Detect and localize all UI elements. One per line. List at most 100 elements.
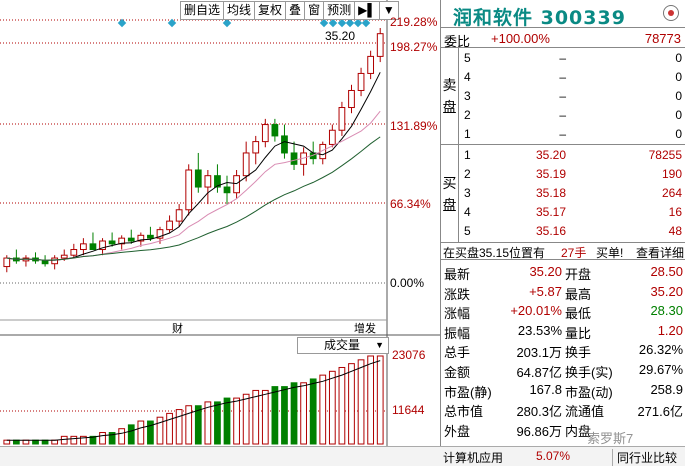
kline-chart[interactable]: 财 增发 [0,0,440,446]
volume-axis-max: 23076 [392,348,426,362]
stat-label: 总手 [444,345,471,361]
candle-body [3,257,11,268]
ask-level-1[interactable]: 1 – 0 [459,125,685,144]
stat-value: 23.53% [517,322,562,338]
volume-bar [319,374,327,445]
bid-level-1[interactable]: 1 35.20 78255 [459,146,685,165]
stat-value: +5.87 [529,283,562,299]
indicator-select-value: 成交量 [324,338,361,352]
volume-bar [80,435,87,445]
bid-level-5[interactable]: 5 35.16 48 [459,222,685,241]
stat-label: 市盈(动) [565,384,613,400]
watermark: 索罗斯7 [587,431,634,446]
ask-level-5[interactable]: 5 – 0 [459,49,685,68]
quote-title-bar: 润和软件 300339 [441,0,685,29]
stock-name: 润和软件 300339 [453,7,626,29]
ask-side-label: 卖 盘 [441,48,459,144]
stat-value: 26.32% [638,342,683,358]
stat-value: +20.01% [510,303,562,319]
webi-diff: 78773 [644,31,681,46]
candle-body [204,175,212,188]
candle-body [357,72,365,91]
webi-label: 委比 [444,34,471,49]
level-price: – [559,127,566,141]
volume-bar [281,386,288,445]
volume-ma-line [6,360,381,441]
ask-side-char-2: 盘 [442,99,457,115]
stat-value: 271.6亿 [637,404,683,420]
stat-value: 167.8 [529,381,562,397]
level-price: 35.17 [535,205,566,219]
bottom-status-bar: 计算机应用 5.07% 同行业比较 [0,446,685,466]
toolbar-menu[interactable]: ▼ [382,3,395,17]
volume-bar [204,401,212,445]
event-marker-icon [222,18,232,28]
ask-level-4[interactable]: 4 – 0 [459,68,685,87]
volume-bar [214,401,221,445]
candle-body [376,33,384,57]
stats-row: 振幅 23.53% 量比 1.20 [441,321,685,341]
ask-level-2[interactable]: 2 – 0 [459,106,685,125]
peer-compare-button[interactable]: 同行业比较 [612,449,677,466]
candle-body [348,89,355,109]
toolbar-remove-watchlist[interactable]: 删自选 [181,2,225,19]
volume-bar [271,386,279,445]
kline-chart-panel[interactable]: 财 增发 删自选 均线 复权 叠 窗 预测 ▶▌ ▼ 219.28% 198.27… [0,0,440,466]
volume-bar [252,389,260,445]
toolbar-forecast[interactable]: 预测 [324,2,356,19]
level-index: 4 [464,70,471,84]
stat-label: 换手(实) [565,365,613,380]
volume-bar [60,435,68,445]
level-price: – [559,70,566,84]
volume-bar [41,439,49,445]
stats-row: 市盈(静) 167.8 市盈(动) 258.9 [441,380,685,400]
level-volume: 48 [668,224,682,238]
toolbar-next[interactable]: ▶▌ [355,2,380,19]
settings-icon[interactable] [663,5,679,21]
stat-label: 最低 [565,306,592,322]
volume-bar [175,409,183,445]
quote-panel: 润和软件 300339 委比 +100.00% 78773 卖 盘 5 – 0 4 – 0… [440,0,685,446]
stats-row: 最新 35.20 开盘 28.50 [441,262,685,282]
volume-bar [309,378,317,445]
stat-label: 内盘 [565,423,592,439]
volume-bar [137,420,145,445]
candle-body [51,257,59,265]
level-volume: 78255 [648,148,682,162]
candle-body [127,237,135,242]
candle-body [214,175,221,188]
axis-label-mid: 131.89% [390,119,438,133]
stat-value: 35.20 [529,264,562,279]
toolbar-window[interactable]: 窗 [305,2,325,19]
bid-level-3[interactable]: 3 35.18 264 [459,184,685,203]
candle-body [338,107,346,131]
stat-label: 市盈(静) [444,384,492,400]
volume-bar [3,439,11,445]
level-index: 1 [464,127,471,141]
toolbar-adjust[interactable]: 复权 [255,2,287,19]
volume-bar [12,439,20,445]
toolbar-ma[interactable]: 均线 [224,2,256,19]
event-marker-icon [345,18,355,28]
chevron-down-icon: ▼ [375,340,384,350]
candle-body [252,141,260,154]
level-volume: 0 [675,127,682,141]
event-marker-icon [328,18,338,28]
volume-bar [242,393,250,445]
toolbar-overlay[interactable]: 叠 [286,2,306,19]
stats-row: 涨幅 +20.01% 最低 28.30 [441,301,685,322]
stat-value: 35.20 [650,283,683,299]
trade-hint-text: 在买盘35.15位置有 [443,246,546,260]
event-marker-icon [337,18,347,28]
level-index: 5 [464,51,471,65]
volume-bar [223,397,231,445]
industry-label[interactable]: 计算机应用 [443,451,504,465]
event-marker-icon [353,18,363,28]
bid-level-2[interactable]: 2 35.19 190 [459,165,685,184]
stat-label: 涨幅 [444,306,471,322]
ask-level-3[interactable]: 3 – 0 [459,87,685,106]
trade-hint-detail-link[interactable]: 查看详细 [635,246,684,260]
stat-value: 96.86万 [516,423,562,439]
bid-level-4[interactable]: 4 35.17 16 [459,203,685,222]
indicator-select[interactable]: 成交量 ▼ [297,337,389,354]
